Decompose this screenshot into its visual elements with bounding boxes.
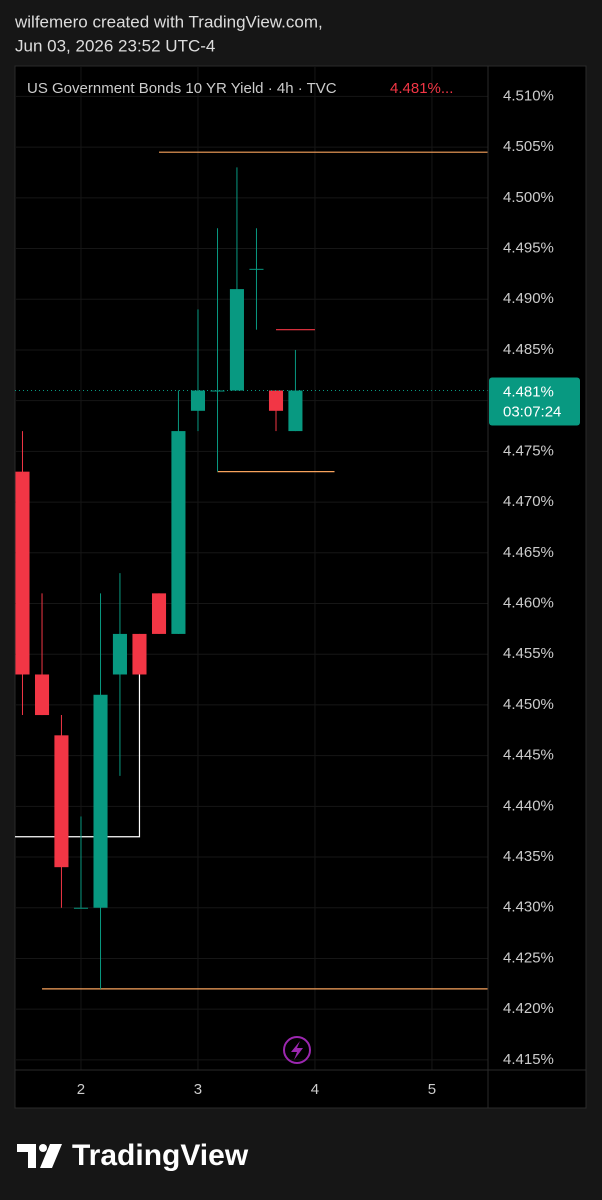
y-tick-label: 4.415%	[503, 1051, 554, 1068]
candle-body	[132, 633, 147, 675]
header-line: wilfemero created with TradingView.com,	[14, 12, 323, 31]
candle-body	[288, 390, 303, 432]
y-tick-label: 4.475%	[503, 442, 554, 459]
candle-body	[151, 593, 167, 634]
candle-body	[112, 633, 127, 675]
candle-body	[268, 390, 284, 411]
price-tag	[489, 377, 580, 426]
candle-body	[190, 390, 206, 411]
candle-body	[249, 268, 264, 270]
price-tag-label: 4.481%	[503, 383, 554, 400]
last-price: 4.481%...	[390, 80, 453, 97]
y-tick-label: 4.445%	[503, 747, 554, 764]
y-tick-label: 4.420%	[503, 1000, 554, 1017]
y-tick-label: 4.505%	[503, 138, 554, 155]
candle-body	[15, 471, 30, 675]
lightning-icon	[283, 1036, 311, 1064]
y-tick-label: 4.495%	[503, 240, 554, 257]
candle-body	[34, 674, 50, 716]
y-tick-label: 4.460%	[503, 594, 554, 611]
y-tick-label: 4.435%	[503, 848, 554, 865]
candle-body	[210, 390, 225, 392]
y-tick-label: 4.500%	[503, 189, 554, 206]
y-tick-label: 4.470%	[503, 493, 554, 510]
x-tick-label: 3	[194, 1081, 202, 1098]
candle-body	[54, 735, 69, 868]
brand-logo	[17, 1144, 62, 1168]
brand-name: TradingView	[72, 1139, 249, 1172]
y-tick-label: 4.510%	[503, 87, 554, 104]
countdown: 03:07:24	[503, 403, 561, 420]
x-tick-label: 5	[428, 1081, 436, 1098]
y-tick-label: 4.490%	[503, 290, 554, 307]
candle-body	[93, 694, 108, 908]
y-tick-label: 4.465%	[503, 544, 554, 561]
chart-frame	[14, 65, 587, 1109]
x-tick-label: 2	[77, 1081, 85, 1098]
candle-body	[73, 907, 89, 909]
candle-body	[229, 289, 244, 391]
y-tick-label: 4.455%	[503, 645, 554, 662]
plot	[15, 66, 488, 1070]
y-tick-label: 4.450%	[503, 696, 554, 713]
x-tick-label: 4	[311, 1081, 319, 1098]
candle-body	[171, 431, 186, 634]
header-line: Jun 03, 2026 23:52 UTC-4	[15, 36, 215, 55]
y-tick-label: 4.485%	[503, 341, 554, 358]
y-tick-label: 4.425%	[503, 949, 554, 966]
y-tick-label: 4.440%	[503, 797, 554, 814]
chart-title: US Government Bonds 10 YR Yield · 4h · T…	[27, 80, 337, 97]
y-tick-label: 4.430%	[503, 899, 554, 916]
